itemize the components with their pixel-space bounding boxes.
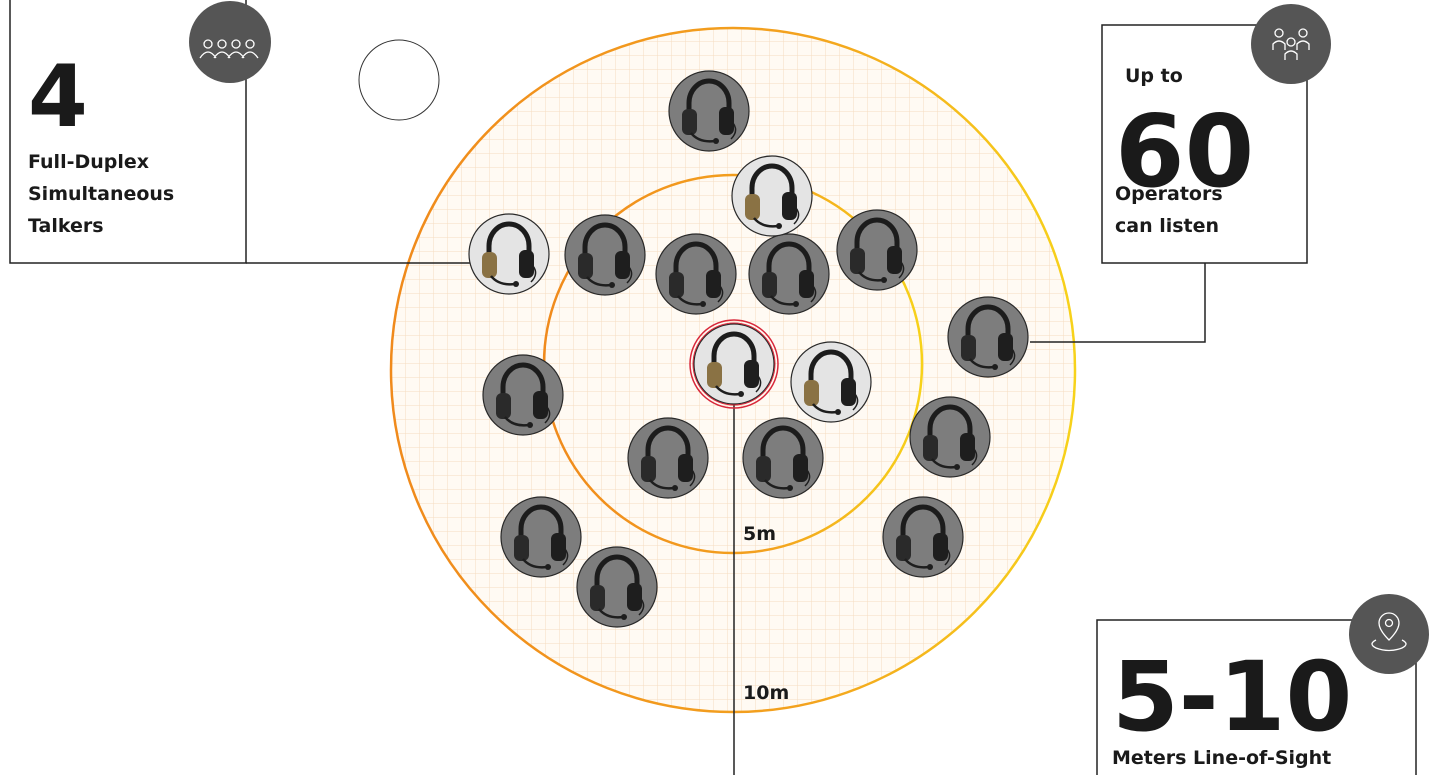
center-ring: [689, 319, 779, 409]
range-number: 5-10: [1112, 641, 1352, 753]
talkers-line: Simultaneous: [28, 183, 174, 205]
outer-ring-label: 10m: [743, 682, 789, 704]
listeners-icon: [1251, 4, 1331, 84]
operators-icon: [1272, 28, 1310, 60]
people-icon: [199, 39, 259, 59]
talkers-number: 4: [28, 47, 88, 147]
range-icon: [1349, 594, 1429, 674]
range-caption: Meters Line-of-Sight: [1112, 747, 1331, 769]
center-ring: [692, 322, 776, 406]
talkers-icon: [189, 1, 271, 83]
headsets: [468, 70, 1029, 628]
inner-ring-label: 5m: [743, 523, 776, 545]
listeners-number: 60: [1115, 93, 1254, 210]
talkers-line: Full-Duplex: [28, 151, 149, 173]
talkers-line: Talkers: [28, 215, 104, 237]
empty-circle: [358, 39, 440, 121]
listeners-line: can listen: [1115, 215, 1219, 237]
connector: [1030, 263, 1206, 343]
listeners-prefix: Up to: [1125, 65, 1183, 87]
location-icon: [1371, 612, 1407, 652]
listeners-line: Operators: [1115, 183, 1223, 205]
